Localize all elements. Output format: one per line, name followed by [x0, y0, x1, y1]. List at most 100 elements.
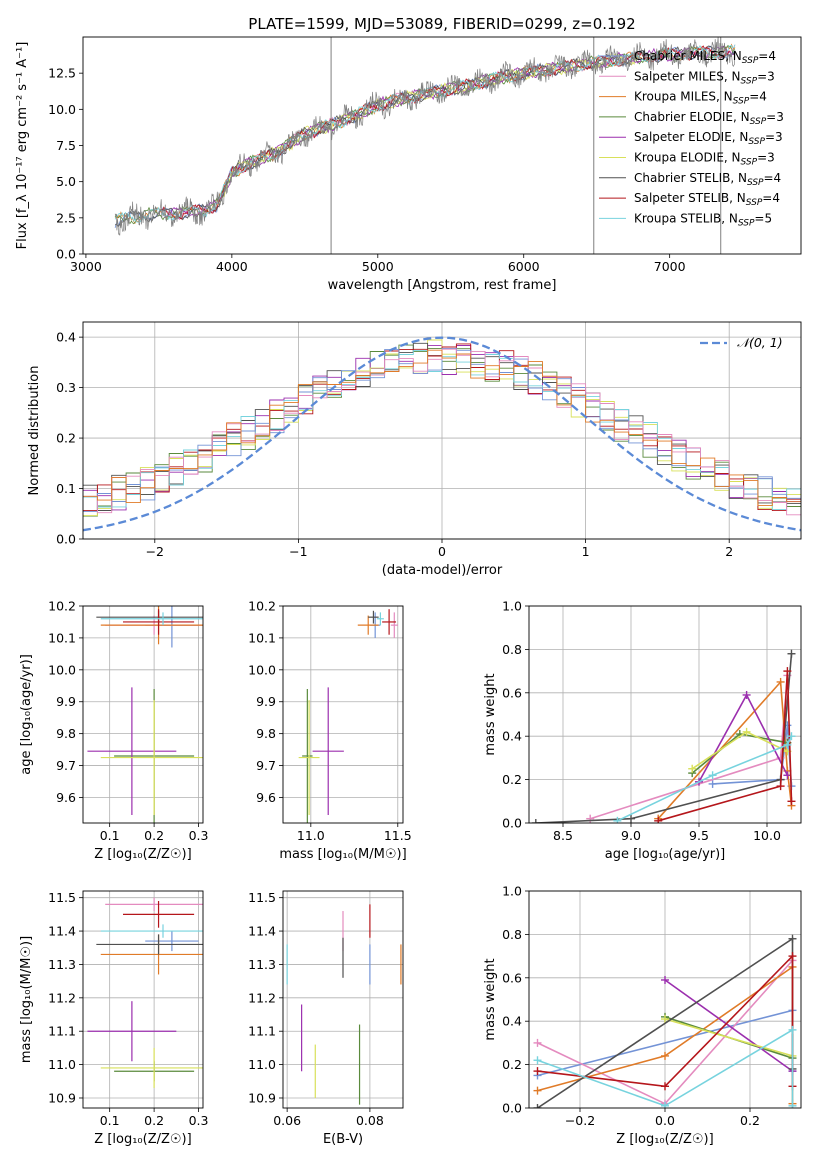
- y-tick-label: 11.1: [48, 1024, 76, 1039]
- point-salpeter-stelib: [382, 609, 397, 635]
- y-tick-label: 10.0: [48, 102, 76, 117]
- point-kroupa-miles: [357, 615, 379, 635]
- y-tick-label: 11.4: [248, 924, 276, 939]
- y-tick-label: 0.8: [502, 927, 522, 942]
- y-tick-label: 0.2: [502, 1057, 522, 1072]
- x-tick-label: 8.5: [553, 828, 573, 843]
- age-vs-mass-frame: [282, 605, 404, 824]
- age-vs-mass-axes: 11.0 11.5 9.6 9.7 9.8 9.9 10.0 10.1 10.2 mass [lo…: [248, 599, 412, 863]
- point-salpeter-elodie: [87, 687, 177, 816]
- series-chabrier-stelib: [531, 649, 796, 823]
- y-axis-label: Normed distribution: [27, 366, 42, 496]
- point-salpeter-elodie: [87, 1001, 177, 1062]
- x-axis-label: (data-model)/error: [382, 563, 503, 578]
- x-axis-label: Z [log₁₀(Z/Z☉)]: [94, 847, 191, 862]
- legend-label: Chabrier STELIB, NSSP=4: [634, 171, 781, 188]
- point-chabrier-miles: [145, 931, 199, 952]
- series-line: [664, 979, 793, 1072]
- age-vs-z-axes: 0.1 0.2 0.3 9.6 9.7 9.8 9.9 10.0 10.1 10.2 Z [log₁…: [19, 599, 209, 863]
- y-tick-label: 9.7: [56, 758, 76, 773]
- y-tick-label: 12.5: [48, 66, 76, 81]
- age-vs-z-plot: [87, 606, 203, 823]
- x-tick-label: 11.5: [384, 828, 412, 843]
- point-chabrier-stelib: [96, 934, 203, 955]
- x-tick-label: −1: [289, 544, 307, 559]
- x-tick-label: 0.2: [144, 1113, 164, 1128]
- point-kroupa-stelib: [100, 612, 203, 626]
- y-tick-label: 9.9: [56, 694, 76, 709]
- mass-weight-vs-z-frame: [528, 890, 802, 1109]
- spectrum-plot: [114, 37, 736, 254]
- x-tick-label: 3000: [70, 259, 102, 274]
- point-chabrier-stelib: [368, 610, 379, 624]
- x-tick-label: 5000: [362, 259, 394, 274]
- x-tick-label: −0.2: [565, 1113, 595, 1128]
- y-axis-label: mass weight: [483, 673, 498, 755]
- y-tick-label: 0.4: [502, 729, 522, 744]
- y-tick-label: 0.2: [502, 772, 522, 787]
- x-tick-label: 6000: [508, 259, 540, 274]
- series-line: [698, 693, 789, 783]
- y-tick-label: 9.7: [256, 758, 276, 773]
- x-axis-label: Z [log₁₀(Z/Z☉)]: [616, 1132, 713, 1147]
- y-tick-label: 10.1: [248, 630, 276, 645]
- x-tick-label: 1: [582, 544, 590, 559]
- point-kroupa-elodie: [100, 700, 203, 816]
- x-tick-label: 0.3: [189, 828, 209, 843]
- x-axis-label: mass [log₁₀(M/M☉)]: [279, 847, 406, 862]
- y-tick-label: 10.0: [48, 662, 76, 677]
- x-tick-label: 9.5: [689, 828, 709, 843]
- x-tick-label: 0.2: [740, 1113, 760, 1128]
- series-salpeter-elodie: [661, 975, 797, 1076]
- y-tick-label: 10.2: [248, 599, 276, 614]
- point-kroupa-elodie: [100, 1047, 203, 1088]
- x-tick-label: 2: [725, 544, 733, 559]
- series-line: [617, 735, 793, 822]
- mass-vs-ebv-frame: [282, 890, 404, 1109]
- y-tick-label: 7.5: [56, 138, 76, 153]
- residuals-plot: [83, 336, 801, 532]
- series-salpeter-elodie: [695, 690, 792, 786]
- mass-vs-z-frame: [82, 890, 204, 1109]
- y-axis-label: Flux [f_λ 10⁻¹⁷ erg cm⁻² s⁻¹ A⁻¹]: [15, 42, 30, 250]
- spectrum-legend: Chabrier MILES, NSSP=4 Salpeter MILES, NS…: [599, 49, 784, 228]
- series-kroupa-stelib: [533, 1025, 797, 1108]
- y-tick-label: 0.4: [56, 330, 76, 345]
- y-tick-label: 1.0: [502, 599, 522, 614]
- legend-label: 𝒩(0, 1): [737, 335, 783, 350]
- series-line: [537, 954, 794, 1088]
- y-tick-label: 11.5: [248, 890, 276, 905]
- point-chabrier-elodie: [302, 688, 313, 823]
- normal-curve: [83, 336, 801, 532]
- y-tick-label: 9.8: [56, 726, 76, 741]
- y-tick-label: 11.3: [248, 957, 276, 972]
- point-salpeter-stelib: [123, 901, 195, 928]
- y-tick-label: 10.9: [248, 1090, 276, 1105]
- legend-label: Chabrier MILES, NSSP=4: [634, 49, 776, 66]
- residuals-frame: [82, 321, 802, 540]
- x-tick-label: 0.0: [655, 1113, 675, 1128]
- y-tick-label: 0.4: [502, 1014, 522, 1029]
- legend-label: Kroupa STELIB, NSSP=5: [634, 211, 772, 228]
- y-tick-label: 11.2: [248, 990, 276, 1005]
- y-tick-label: 10.1: [48, 630, 76, 645]
- y-tick-label: 11.0: [248, 1057, 276, 1072]
- y-tick-label: 0.0: [56, 532, 76, 547]
- point-salpeter-elodie: [312, 687, 344, 816]
- chart-title: PLATE=1599, MJD=53089, FIBERID=0299, z=0…: [248, 15, 635, 33]
- x-axis-label: E(B-V): [323, 1132, 363, 1147]
- x-axis-label: age [log₁₀(age/yr)]: [605, 847, 726, 862]
- legend-label: Kroupa ELODIE, NSSP=3: [634, 151, 775, 168]
- series-kroupa-elodie: [688, 727, 792, 773]
- model-kroupa-elodie: [216, 53, 639, 206]
- point-salpeter-miles: [105, 897, 203, 912]
- mass-vs-z-axes: 0.1 0.2 0.3 10.9 11.0 11.1 11.2 11.3 11.4 11.5 Z […: [19, 890, 209, 1147]
- age-vs-mass-plot: [298, 609, 398, 823]
- x-tick-label: 0.08: [356, 1113, 384, 1128]
- x-tick-label: 0.1: [100, 828, 120, 843]
- legend-label: Chabrier ELODIE, NSSP=3: [634, 110, 784, 127]
- observed-spectrum: [114, 37, 736, 236]
- y-tick-label: 9.6: [256, 790, 276, 805]
